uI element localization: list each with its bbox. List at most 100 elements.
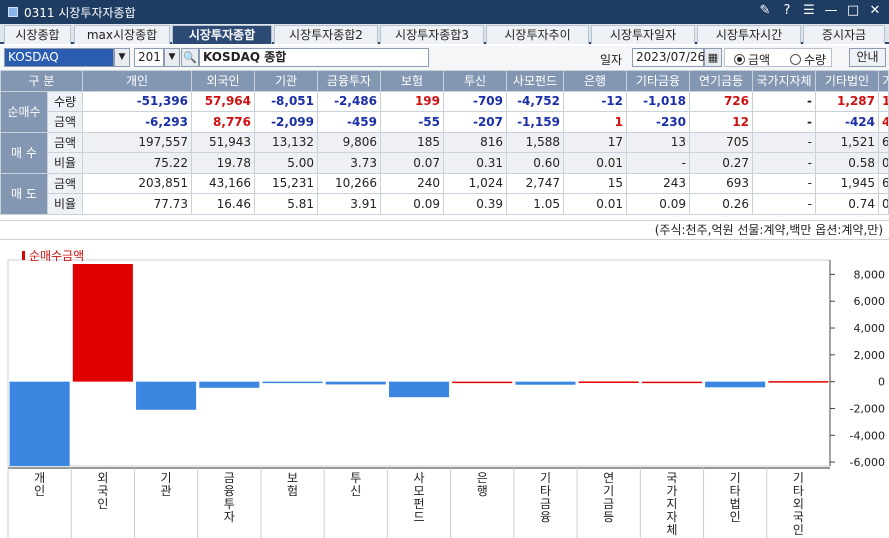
row-group-label: 매 도 (0, 172, 48, 215)
table-cell: 0.01 (563, 152, 627, 174)
col-header: 은행 (563, 70, 627, 92)
tab-2[interactable]: max시장종합 (74, 25, 170, 44)
bar-12 (768, 381, 829, 383)
table-cell: 0.09 (380, 193, 444, 215)
table-cell: 3.91 (317, 193, 381, 215)
table-cell: -424 (815, 111, 879, 133)
table-cell: 75.22 (82, 152, 192, 174)
tab-6[interactable]: 시장투자추이 (486, 25, 589, 44)
table-cell: 13,132 (254, 131, 318, 153)
col-header: 투신 (443, 70, 507, 92)
table-cell: -51,396 (82, 90, 192, 112)
radio-amount[interactable]: 금액 (734, 51, 770, 68)
row-sub-label: 비율 (47, 152, 83, 174)
table-cell: 1,287 (815, 90, 879, 112)
col-header: 연기금등 (689, 70, 753, 92)
table-cell: - (752, 172, 816, 194)
code-input[interactable]: 201 (134, 48, 164, 67)
table-cell: 13 (626, 131, 690, 153)
index-name: KOSDAQ 종합 (199, 48, 429, 67)
row-sub-label: 금액 (47, 172, 83, 194)
search-icon[interactable]: 🔍 (181, 48, 199, 67)
radio-qty[interactable]: 수량 (790, 51, 826, 68)
tab-9[interactable]: 증시자금 (803, 25, 885, 44)
table-row: 비율 77.73 16.46 5.81 3.91 0.09 0.39 1.05 0.01 0.09… (1, 193, 889, 215)
guide-button[interactable]: 안내 (849, 48, 886, 67)
table-cell: 10,266 (317, 172, 381, 194)
help-icon[interactable]: ? (783, 3, 791, 18)
table-cell: 1,945 (815, 172, 879, 194)
table-cell: 1,521 (815, 131, 879, 153)
table-cell: 0.74 (815, 193, 879, 215)
legend-label: 순매수금액 (29, 249, 84, 263)
date-input[interactable]: 2023/07/26 (632, 48, 705, 67)
unit-note: (주식:천주,억원 선물:계약,백만 옵션:계약,만) (0, 220, 889, 240)
table-cell: 0.31 (443, 152, 507, 174)
tab-5[interactable]: 시장투자종합3 (380, 25, 484, 44)
table-cell: -709 (443, 90, 507, 112)
col-header: 기타법인 (815, 70, 879, 92)
table-cell: 0.25 (878, 152, 889, 174)
table-cell: - (752, 152, 816, 174)
table-cell: -8,051 (254, 90, 318, 112)
radio-amount-label: 금액 (748, 53, 771, 67)
bar-1 (72, 264, 133, 382)
market-dropdown-icon[interactable]: ▼ (114, 48, 130, 67)
calendar-icon[interactable]: ▦ (704, 48, 722, 67)
table-cell: 12 (689, 111, 753, 133)
table-cell: - (752, 131, 816, 153)
y-tick-label: 6,000 (854, 295, 886, 308)
maximize-icon[interactable]: □ (846, 3, 860, 18)
y-tick-label: -6,000 (850, 456, 885, 469)
table-row: 금액 -6,293 8,776 -2,099 -459 -55 -207 -1,159 1 -23… (1, 111, 889, 133)
bar-2 (136, 381, 197, 410)
table-cell: 705 (689, 131, 753, 153)
table-cell: -459 (317, 111, 381, 133)
menu-icon[interactable]: ☰ (803, 3, 815, 18)
col-header: 기타금융 (626, 70, 690, 92)
row-sub-label: 금액 (47, 111, 83, 133)
legend-swatch (22, 251, 25, 260)
table-cell: 8,776 (191, 111, 255, 133)
bar-0 (9, 381, 70, 466)
pin-icon[interactable]: ✎ (759, 3, 771, 18)
tab-3[interactable]: 시장투자종합 (172, 25, 272, 44)
tab-8[interactable]: 시장투자시간 (697, 25, 801, 44)
table-cell: 0.26 (689, 193, 753, 215)
table-cell: 0.39 (443, 193, 507, 215)
row-sub-label: 비율 (47, 193, 83, 215)
table-cell: 0.58 (815, 152, 879, 174)
col-header-group: 구 분 (0, 70, 83, 92)
table-cell: 616 (878, 172, 889, 194)
table-cell: 43,166 (191, 172, 255, 194)
table-cell: 726 (689, 90, 753, 112)
tab-1[interactable]: 시장종합 (4, 25, 71, 44)
table-cell: -207 (443, 111, 507, 133)
col-header: 기관 (254, 70, 318, 92)
tab-7[interactable]: 시장투자일자 (591, 25, 695, 44)
radio-qty-dot (790, 54, 801, 65)
tab-4[interactable]: 시장투자종합2 (274, 25, 378, 44)
close-icon[interactable]: ✕ (869, 3, 881, 18)
minimize-icon[interactable]: — (824, 3, 838, 18)
market-select[interactable]: KOSDAQ (4, 48, 114, 67)
table-cell: 0.23 (878, 193, 889, 215)
title-bar: 0311 시장투자자종합 ✎ ? ☰ — □ ✕ (0, 0, 889, 24)
code-dropdown-icon[interactable]: ▼ (164, 48, 180, 67)
table-cell: - (752, 90, 816, 112)
unit-radio-group: 금액 수량 (724, 48, 832, 67)
row-sub-label: 금액 (47, 131, 83, 153)
table-cell: 51,943 (191, 131, 255, 153)
bar-4 (262, 381, 323, 384)
table-cell: 1,588 (506, 131, 564, 153)
table-cell: 57,964 (191, 90, 255, 112)
table-cell: 0.07 (380, 152, 444, 174)
table-cell: -1,159 (506, 111, 564, 133)
radio-amount-dot (734, 54, 745, 65)
